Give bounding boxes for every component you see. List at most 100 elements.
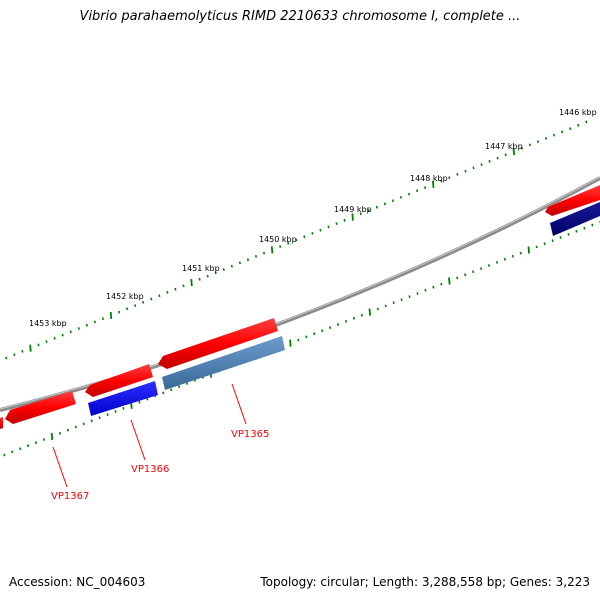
inner-tick-5 [42,438,46,441]
outer-tick-34 [279,245,282,248]
inner-tick-45 [360,313,363,317]
outer-tick-35 [287,241,290,245]
leader-line-vp1366 [130,419,146,461]
outer-tick-56 [456,173,459,176]
inner-tick-47 [376,307,379,311]
inner-tick-48 [384,304,387,308]
inner-tick-0 [3,453,6,457]
outer-tick-26 [214,271,217,275]
outer-tick-0 [5,356,8,360]
inner-tick-38 [305,335,308,339]
gene-arrow-vp1366[interactable] [85,364,153,397]
outer-tick-27 [222,268,225,271]
inner-tick-68 [543,242,546,246]
outer-tick-2 [21,350,24,353]
outer-tick-69 [561,130,564,134]
outer-tick-60 [488,159,491,163]
inner-tick-3 [27,444,30,448]
outer-tick-23 [190,279,193,287]
inner-tick-52 [416,292,419,295]
cds-bar-vp1365[interactable] [162,336,285,390]
outer-tick-1 [13,353,16,357]
outer-tick-43 [351,213,354,221]
outer-tick-57 [464,169,467,173]
inner-tick-7 [58,431,61,435]
inner-tick-14 [114,410,117,413]
outer-tick-18 [150,297,153,301]
inner-tick-37 [297,338,300,342]
inner-tick-46 [368,308,371,316]
inner-tick-49 [392,301,395,305]
outer-tick-29 [238,261,241,265]
scale-label-1453: 1453 kbp [29,319,67,328]
inner-tick-62 [495,261,499,264]
leader-line-vp1367 [52,446,68,488]
outer-tick-55 [448,176,451,180]
outer-tick-14 [118,310,121,314]
outer-tick-24 [198,277,201,281]
inner-tick-57 [456,276,459,280]
inner-tick-70 [559,236,562,239]
gene-arrow-vp1365[interactable] [158,318,278,369]
outer-tick-22 [182,284,185,288]
outer-tick-47 [383,202,386,206]
outer-tick-32 [263,251,266,255]
outer-tick-marks [5,120,588,360]
outer-tick-44 [359,212,362,216]
outer-tick-40 [327,225,330,229]
inner-tick-66 [527,246,530,254]
cds-bar-vp1366[interactable] [88,381,158,416]
inner-tick-55 [440,282,443,286]
inner-tick-22 [178,385,181,389]
inner-tick-21 [170,388,173,392]
outer-tick-31 [254,255,258,258]
inner-tick-74 [591,223,594,227]
gene-arrow-vp1367[interactable] [5,391,76,424]
gene-arrow-top-right[interactable] [545,185,600,216]
inner-tick-20 [162,391,165,395]
inner-tick-50 [400,298,403,302]
inner-tick-10 [82,422,85,426]
outer-tick-37 [303,235,306,239]
scale-label-1446: 1446 kbp [559,108,597,117]
leader-line-vp1365 [231,383,247,425]
outer-tick-28 [230,264,233,268]
outer-tick-58 [472,166,475,170]
outer-tick-4 [37,343,40,347]
cds-bar-top-right[interactable] [550,202,600,236]
outer-tick-16 [134,304,137,307]
outer-tick-13 [109,311,113,319]
outer-tick-9 [77,327,80,330]
outer-tick-62 [504,153,507,157]
inner-tick-73 [583,226,586,230]
outer-tick-51 [416,189,419,193]
outer-tick-11 [93,320,96,324]
inner-tick-51 [408,295,411,298]
scale-label-1451: 1451 kbp [182,264,220,273]
inner-tick-44 [352,316,355,320]
inner-tick-59 [472,270,475,274]
inner-tick-17 [138,400,141,404]
outer-tick-39 [319,228,322,232]
scale-label-1447: 1447 kbp [485,142,523,151]
inner-tick-64 [511,254,514,258]
outer-tick-10 [85,323,88,327]
inner-tick-12 [98,416,101,420]
inner-tick-1 [11,450,14,454]
outer-tick-20 [166,291,169,294]
outer-tick-42 [343,218,346,222]
outer-tick-46 [375,205,378,209]
inner-tick-36 [289,339,292,347]
gene-arrow-left-edge[interactable] [0,417,3,429]
outer-tick-33 [270,246,274,254]
inner-tick-42 [337,323,340,326]
outer-tick-67 [544,137,548,140]
genome-stats-text: Topology: circular; Length: 3,288,558 bp… [260,575,590,589]
inner-tick-2 [19,447,22,451]
inner-tick-65 [519,251,522,255]
inner-tick-61 [487,264,491,267]
outer-tick-68 [553,133,556,137]
outer-tick-19 [158,294,161,298]
outer-tick-7 [61,333,64,337]
